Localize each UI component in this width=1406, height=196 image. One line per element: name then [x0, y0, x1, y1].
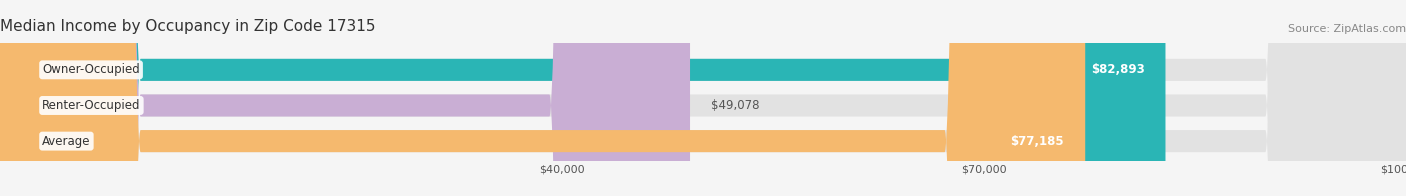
Text: Median Income by Occupancy in Zip Code 17315: Median Income by Occupancy in Zip Code 1… — [0, 19, 375, 34]
Text: $77,185: $77,185 — [1011, 135, 1064, 148]
Text: Average: Average — [42, 135, 90, 148]
Text: $49,078: $49,078 — [711, 99, 759, 112]
Text: Owner-Occupied: Owner-Occupied — [42, 63, 141, 76]
FancyBboxPatch shape — [0, 0, 1085, 196]
Text: Source: ZipAtlas.com: Source: ZipAtlas.com — [1288, 24, 1406, 34]
Text: $82,893: $82,893 — [1091, 63, 1144, 76]
FancyBboxPatch shape — [0, 0, 690, 196]
FancyBboxPatch shape — [0, 0, 1166, 196]
Text: Renter-Occupied: Renter-Occupied — [42, 99, 141, 112]
